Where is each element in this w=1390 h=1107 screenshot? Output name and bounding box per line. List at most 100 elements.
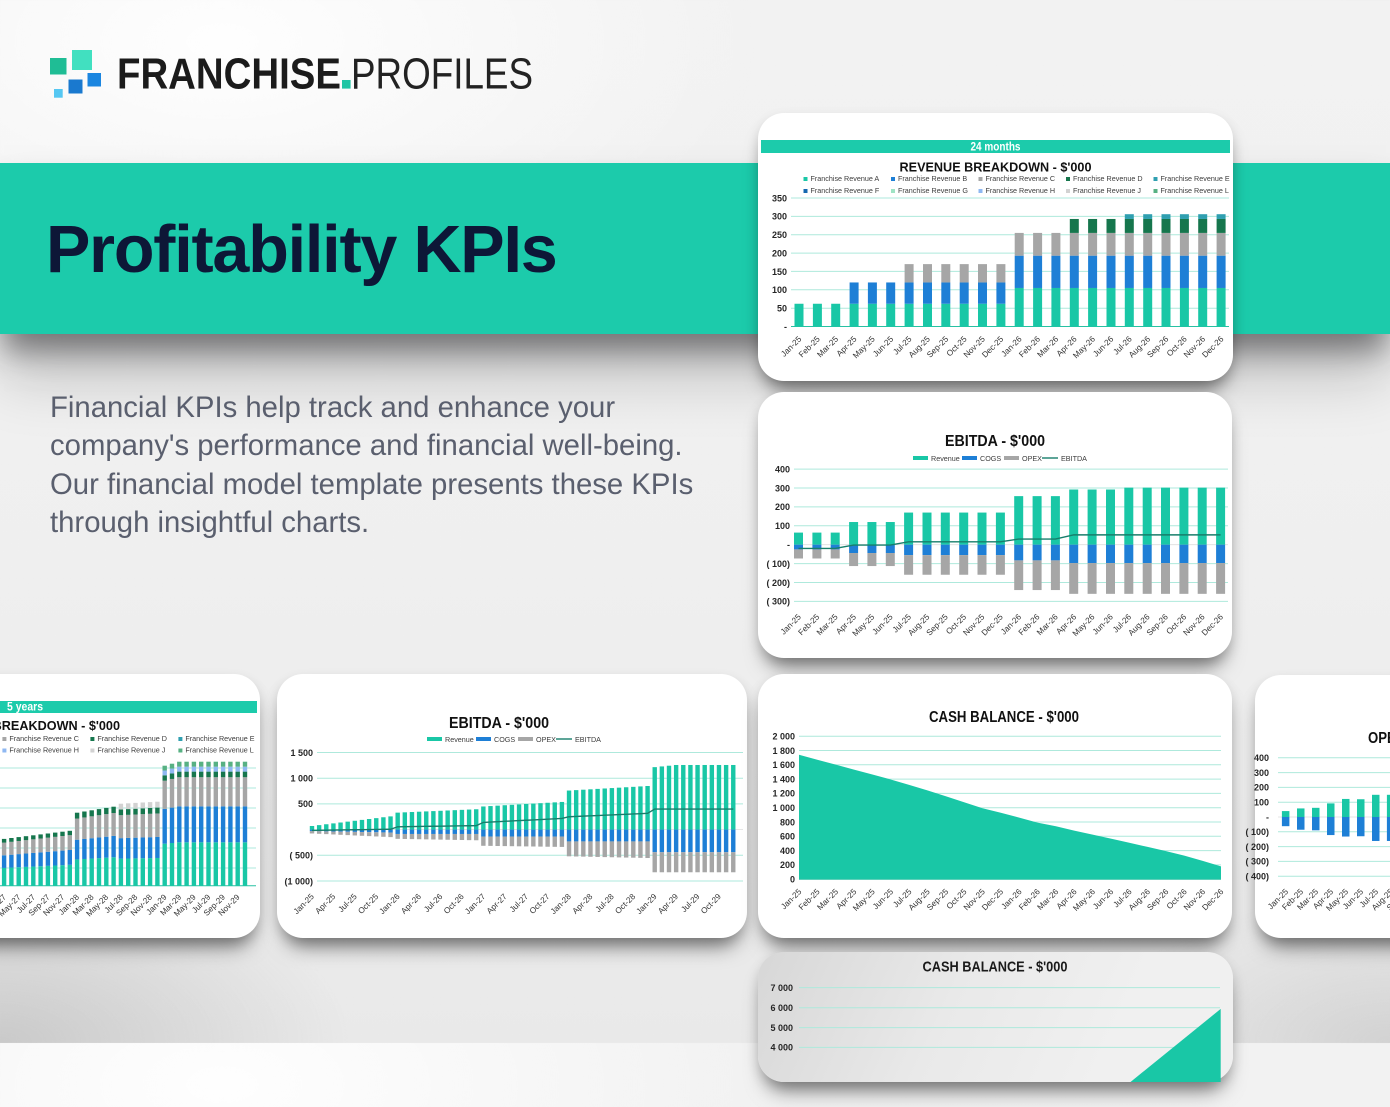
svg-text:Franchise Revenue G: Franchise Revenue G — [898, 186, 968, 195]
svg-text:Mar-25: Mar-25 — [815, 334, 840, 359]
svg-text:Jul-27: Jul-27 — [508, 892, 530, 914]
svg-text:REVENUE BREAKDOWN - $'000: REVENUE BREAKDOWN - $'000 — [0, 718, 120, 733]
svg-text:150: 150 — [771, 266, 786, 276]
svg-text:600: 600 — [780, 832, 795, 842]
svg-text:1 000: 1 000 — [291, 774, 314, 784]
svg-text:Mar-26: Mar-26 — [1036, 887, 1061, 912]
svg-text:Revenue: Revenue — [931, 454, 960, 463]
svg-text:OPEX: OPEX — [536, 735, 556, 744]
svg-text:24 months: 24 months — [970, 141, 1020, 153]
svg-text:PROFILES: PROFILES — [351, 50, 533, 99]
svg-text:EBITDA: EBITDA — [1061, 454, 1087, 463]
svg-text:Franchise Revenue C: Franchise Revenue C — [9, 734, 79, 743]
svg-text:Dec-26: Dec-26 — [1200, 334, 1225, 359]
svg-text:-: - — [784, 321, 787, 331]
svg-text:Oct-29: Oct-29 — [700, 892, 724, 916]
svg-text:1 200: 1 200 — [772, 789, 795, 799]
svg-text:Jun-25: Jun-25 — [871, 887, 895, 911]
svg-text:100: 100 — [775, 521, 790, 531]
svg-text:Apr-25: Apr-25 — [314, 892, 338, 916]
svg-text:7 000: 7 000 — [770, 983, 793, 993]
svg-text:Franchise Revenue L: Franchise Revenue L — [1160, 186, 1228, 195]
svg-text:-: - — [1266, 812, 1269, 822]
svg-text:Franchise Revenue A: Franchise Revenue A — [810, 174, 879, 183]
svg-text:Jun-26: Jun-26 — [1091, 334, 1115, 358]
svg-text:200: 200 — [775, 502, 790, 512]
svg-text:200: 200 — [771, 248, 786, 258]
svg-text:OPERATING CASH FLOW - $'000: OPERATING CASH FLOW - $'000 — [1368, 730, 1390, 747]
svg-text:2 000: 2 000 — [772, 732, 795, 742]
svg-text:1 000: 1 000 — [772, 803, 795, 813]
svg-text:500: 500 — [298, 799, 313, 809]
svg-text:Revenue: Revenue — [445, 735, 474, 744]
svg-text:200: 200 — [1254, 783, 1269, 793]
svg-text:300: 300 — [771, 211, 786, 221]
svg-text:Franchise Revenue L: Franchise Revenue L — [185, 746, 253, 755]
svg-text:Jul-29: Jul-29 — [680, 892, 702, 914]
svg-text:( 200): ( 200) — [766, 578, 790, 588]
svg-text:Dec-26: Dec-26 — [1200, 612, 1225, 637]
svg-text:Jan-28: Jan-28 — [549, 892, 573, 916]
svg-text:( 300): ( 300) — [1245, 857, 1269, 867]
svg-text:Mar-25: Mar-25 — [815, 887, 840, 912]
svg-text:Oct-28: Oct-28 — [614, 892, 638, 916]
svg-text:Apr-27: Apr-27 — [485, 892, 509, 916]
svg-text:( 200): ( 200) — [1245, 842, 1269, 852]
svg-text:Sep-26: Sep-26 — [1145, 887, 1170, 912]
svg-text:800: 800 — [780, 817, 795, 827]
svg-text:50: 50 — [776, 303, 786, 313]
svg-text:COGS: COGS — [980, 454, 1001, 463]
svg-text:Jan-27: Jan-27 — [464, 892, 488, 916]
svg-text:Oct-27: Oct-27 — [528, 892, 552, 916]
svg-text:Franchise Revenue F: Franchise Revenue F — [810, 186, 879, 195]
svg-text:( 500): ( 500) — [290, 851, 314, 861]
svg-text:Franchise Revenue E: Franchise Revenue E — [1160, 174, 1229, 183]
svg-text:Jul-28: Jul-28 — [594, 892, 616, 914]
svg-text:200: 200 — [780, 860, 795, 870]
svg-text:CASH BALANCE - $'000: CASH BALANCE - $'000 — [923, 959, 1068, 976]
svg-text:300: 300 — [1254, 768, 1269, 778]
svg-text:Jun-25: Jun-25 — [871, 334, 895, 358]
svg-text:Jun-25: Jun-25 — [871, 612, 895, 636]
svg-text:Oct-25: Oct-25 — [357, 892, 381, 916]
svg-text:Franchise Revenue J: Franchise Revenue J — [1073, 186, 1141, 195]
svg-text:(1 000): (1 000) — [285, 876, 314, 886]
svg-text:Mar-26: Mar-26 — [1035, 334, 1060, 359]
svg-text:400: 400 — [775, 464, 790, 474]
svg-text:100: 100 — [1254, 798, 1269, 808]
svg-text:Apr-28: Apr-28 — [571, 892, 595, 916]
svg-text:OPEX: OPEX — [1022, 454, 1042, 463]
svg-text:Apr-29: Apr-29 — [657, 892, 681, 916]
svg-text:350: 350 — [771, 193, 786, 203]
svg-text:Sep-25: Sep-25 — [925, 887, 950, 912]
svg-text:Jun-26: Jun-26 — [1091, 887, 1115, 911]
svg-text:EBITDA: EBITDA — [575, 735, 601, 744]
svg-text:100: 100 — [771, 285, 786, 295]
svg-text:Franchise Revenue D: Franchise Revenue D — [1073, 174, 1143, 183]
svg-text:1 600: 1 600 — [772, 760, 795, 770]
svg-text:Franchise Revenue B: Franchise Revenue B — [898, 174, 967, 183]
svg-text:Jan-29: Jan-29 — [635, 892, 659, 916]
svg-text:5 years: 5 years — [7, 702, 43, 714]
svg-text:Oct-26: Oct-26 — [442, 892, 466, 916]
svg-text:( 400): ( 400) — [1245, 872, 1269, 882]
svg-text:6 000: 6 000 — [770, 1003, 793, 1013]
svg-text:EBITDA - $'000: EBITDA - $'000 — [945, 433, 1045, 450]
svg-text:( 100): ( 100) — [766, 559, 790, 569]
svg-text:Franchise Revenue H: Franchise Revenue H — [9, 746, 79, 755]
svg-text:Mar-26: Mar-26 — [1035, 612, 1060, 637]
svg-text:400: 400 — [780, 846, 795, 856]
svg-text:Franchise Revenue H: Franchise Revenue H — [985, 186, 1055, 195]
svg-text:4 000: 4 000 — [770, 1043, 793, 1053]
svg-text:( 300): ( 300) — [766, 597, 790, 607]
svg-text:Jun-26: Jun-26 — [1091, 612, 1115, 636]
svg-text:COGS: COGS — [494, 735, 515, 744]
svg-text:Mar-25: Mar-25 — [815, 612, 840, 637]
svg-text:250: 250 — [771, 230, 786, 240]
svg-text:Jul-26: Jul-26 — [423, 892, 445, 914]
svg-text:1 500: 1 500 — [291, 748, 314, 758]
svg-text:400: 400 — [1254, 753, 1269, 763]
svg-text:5 000: 5 000 — [770, 1023, 793, 1033]
svg-text:FRANCHISE: FRANCHISE — [117, 50, 341, 99]
svg-text:Franchise Revenue D: Franchise Revenue D — [97, 734, 167, 743]
